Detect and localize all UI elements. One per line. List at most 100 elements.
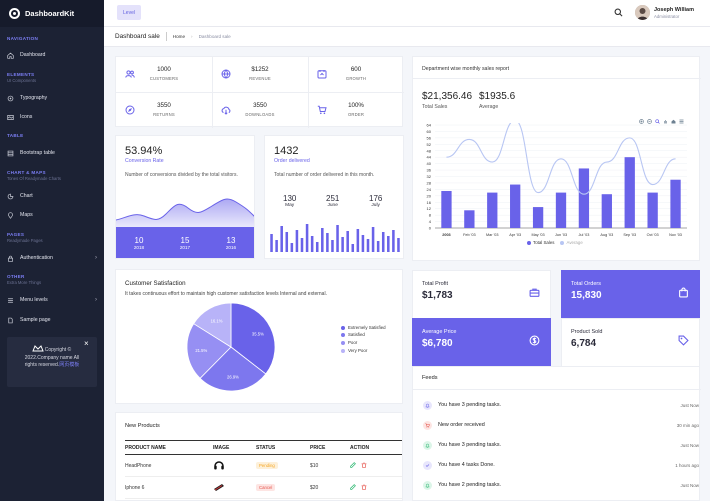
pie-slice[interactable] [193, 302, 232, 348]
x-tick-label: 2003 [442, 233, 450, 237]
tile-label: Total Orders [571, 281, 601, 287]
stat-value: 600 [350, 66, 362, 73]
promo-line2: 2022.Company name All [24, 354, 80, 361]
map-icon [7, 211, 14, 219]
column-header[interactable]: PRICE [310, 440, 350, 455]
promo-box: × Copyright © 2022.Company name All righ… [7, 337, 97, 387]
chart-menu-icon[interactable] [679, 119, 684, 124]
chart-toolbar [639, 119, 684, 124]
close-icon[interactable]: × [84, 339, 89, 348]
product-name: Iphone 6 [125, 476, 213, 499]
bar[interactable] [441, 190, 452, 228]
column-header[interactable]: ACTION [350, 440, 402, 455]
typography-icon [7, 95, 14, 102]
average-series-line [446, 123, 676, 195]
feed-item[interactable]: You have 3 pending tasks. Just Now [423, 398, 699, 412]
bell-icon [423, 400, 432, 410]
conversion-stat: 15 2017 [179, 235, 191, 250]
app-logo[interactable]: DashboardKit [0, 0, 104, 27]
chevron-right-icon: › [95, 255, 97, 261]
delete-icon[interactable] [361, 484, 367, 490]
pan-icon[interactable] [663, 119, 668, 124]
sidebar-item-bootstrap-table[interactable]: Bootstrap table [7, 147, 99, 159]
conversion-footer: 10 2018 15 2017 13 2016 [116, 227, 254, 258]
bar[interactable] [624, 157, 635, 228]
legend-item-very-poor[interactable]: Very Poor [341, 348, 367, 353]
bar[interactable] [487, 192, 498, 228]
bar[interactable] [555, 192, 567, 228]
legend-item-poor[interactable]: Poor [341, 340, 357, 345]
y-tick-label: 64 [427, 123, 432, 128]
cloud-download-icon [221, 106, 231, 115]
product-status: Pending [256, 454, 310, 477]
page-title: Dashboard sale [115, 33, 160, 40]
feed-item[interactable]: You have 4 tasks Done. 1 hours ago [423, 458, 699, 472]
delete-icon[interactable] [361, 462, 367, 468]
column-header[interactable]: PRODUCT NAME [125, 440, 213, 455]
x-tick-label: Aug '03 [600, 233, 613, 237]
user-name[interactable]: Joseph William [654, 7, 694, 13]
bar[interactable] [464, 210, 475, 228]
tag-icon [678, 335, 689, 346]
promo-link[interactable]: 网页模板 [59, 362, 80, 368]
level-button[interactable]: Level [117, 5, 141, 20]
legend-item-satisfied[interactable]: Satisfied [341, 332, 365, 337]
product-price: $20 [310, 476, 350, 499]
stat-value: $1252 [251, 66, 269, 73]
stat-value: 100% [348, 102, 364, 109]
section-title-table: TABLE [7, 133, 24, 138]
column-header[interactable]: IMAGE [213, 440, 256, 455]
bar[interactable] [601, 194, 612, 228]
sidebar-item-sample-page[interactable]: Sample page [7, 314, 99, 326]
pie-slice[interactable] [230, 302, 276, 375]
mini-bar [280, 226, 283, 252]
table-row: Iphone 6 Cancel $20 [125, 476, 402, 499]
reset-home-icon[interactable] [671, 119, 676, 124]
edit-icon[interactable] [350, 483, 356, 490]
stat-label: ORDER [347, 112, 365, 117]
products-table: PRODUCT NAME IMAGE STATUS PRICE ACTION H… [125, 440, 402, 499]
bar[interactable] [670, 179, 681, 228]
tile-product-sold: Product Sold 6,784 [561, 318, 700, 370]
sidebar-item-icons[interactable]: Icons [7, 111, 99, 123]
new-products-card: New Products PRODUCT NAME IMAGE STATUS P… [115, 412, 403, 501]
column-header[interactable]: STATUS [256, 440, 310, 455]
feed-item[interactable]: You have 2 pending tasks. Just Now [423, 478, 699, 492]
sidebar-item-menu-levels[interactable]: Menu levels › [7, 294, 99, 306]
feed-item[interactable]: You have 3 pending tasks. Just Now [423, 438, 699, 452]
sidebar-item-maps[interactable]: Maps [7, 209, 99, 221]
sidebar-item-dashboard[interactable]: Dashboard [7, 49, 99, 61]
pie-slice-label: 35.5% [252, 331, 264, 336]
sidebar-item-typography[interactable]: Typography [7, 92, 99, 104]
bar[interactable] [647, 192, 658, 228]
legend-item-extremely-satisfied[interactable]: Extremely Satisfied [341, 325, 386, 330]
breadcrumb-home-link[interactable]: Home [172, 34, 186, 39]
legend-item-total-sales[interactable]: Total Sales [527, 240, 554, 245]
edit-icon[interactable] [350, 461, 356, 468]
chevron-right-icon: › [95, 297, 97, 303]
zoom-selection-icon[interactable] [655, 119, 660, 124]
search-icon[interactable] [614, 8, 623, 17]
bar[interactable] [532, 207, 544, 228]
mini-bar [392, 230, 395, 252]
mini-bar [270, 234, 273, 252]
zoom-out-icon[interactable] [647, 119, 652, 124]
feed-item[interactable]: New order received 30 min ago [423, 418, 699, 432]
legend-item-average[interactable]: Average [560, 240, 583, 245]
sidebar-item-chart[interactable]: Chart [7, 190, 99, 202]
sidebar-item-authentication[interactable]: Authentication › [7, 252, 99, 264]
avatar[interactable] [635, 5, 650, 20]
logo-icon [9, 8, 20, 19]
pie-slice[interactable] [199, 346, 267, 392]
y-tick-label: 52 [427, 142, 432, 147]
pie-slice[interactable] [186, 323, 232, 379]
bar[interactable] [578, 168, 590, 228]
breadcrumb-separator: › [191, 34, 193, 39]
average-value: $1935.6 [479, 91, 516, 102]
table-row: HeadPhone Pending $10 [125, 454, 402, 477]
orders-description: Total number of order delivered in this … [274, 172, 375, 178]
zoom-in-icon[interactable] [639, 119, 644, 124]
section-title-elements: ELEMENTS [7, 72, 35, 77]
x-tick-label: Nov '03 [669, 233, 682, 237]
bar[interactable] [510, 184, 521, 228]
